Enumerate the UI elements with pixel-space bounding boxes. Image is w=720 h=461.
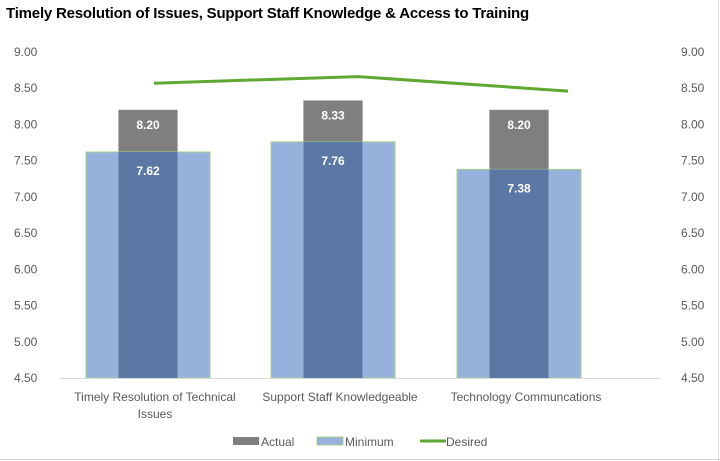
legend-desired-label: Desired (446, 435, 487, 449)
secondary-y-tick-label: 7.00 (681, 190, 705, 204)
y-tick-label: 5.50 (14, 299, 38, 313)
secondary-y-tick-label: 8.00 (681, 117, 705, 131)
desired-line-series (153, 75, 569, 93)
desired-line (153, 75, 569, 93)
overlap-region (118, 151, 178, 378)
bar-series: 8.20 7.62 8.33 7.76 8.20 7.38 (85, 100, 582, 379)
secondary-y-tick-label: 5.00 (681, 335, 705, 349)
legend-minimum-swatch (316, 436, 344, 446)
chart-frame-bottom (0, 459, 720, 460)
y-tick-label: 7.00 (14, 190, 38, 204)
category-label: Timely Resolution of Technical (74, 390, 235, 404)
chart-frame-right (718, 0, 719, 461)
secondary-y-tick-label: 7.50 (681, 154, 705, 168)
minimum-data-label: 7.62 (136, 164, 160, 178)
secondary-y-tick-label: 9.00 (681, 45, 705, 59)
overlap-region (489, 169, 549, 378)
legend: Actual Minimum Desired (233, 435, 487, 449)
secondary-y-tick-label: 5.50 (681, 299, 705, 313)
y-tick-label: 8.00 (14, 117, 38, 131)
actual-data-label: 8.20 (507, 118, 531, 132)
overlap-region (303, 141, 363, 378)
chart-title: Timely Resolution of Issues, Support Sta… (6, 5, 529, 22)
y-tick-label: 5.00 (14, 335, 38, 349)
secondary-y-tick-label: 6.50 (681, 226, 705, 240)
secondary-y-tick-label: 6.00 (681, 262, 705, 276)
y-tick-label: 8.50 (14, 81, 38, 95)
category-label: Issues (138, 407, 173, 421)
right-y-axis: 9.00 8.50 8.00 7.50 7.00 6.50 6.00 5.50 5.00 4.50 (681, 45, 705, 385)
category-labels: Timely Resolution of Technical Issues Supp… (74, 390, 601, 421)
legend-actual-label: Actual (261, 435, 294, 449)
legend-actual-swatch (233, 437, 259, 445)
minimum-data-label: 7.38 (507, 181, 531, 195)
secondary-y-tick-label: 8.50 (681, 81, 705, 95)
y-tick-label: 6.00 (14, 262, 38, 276)
secondary-y-tick-label: 4.50 (681, 371, 705, 385)
y-tick-label: 9.00 (14, 45, 38, 59)
category-label: Support Staff Knowledgeable (262, 390, 418, 404)
minimum-data-label: 7.76 (321, 154, 345, 168)
actual-data-label: 8.20 (136, 118, 160, 132)
left-y-axis: 9.00 8.50 8.00 7.50 7.00 6.50 6.00 5.50 5.00 4.50 (14, 45, 38, 385)
y-tick-label: 6.50 (14, 226, 38, 240)
actual-data-label: 8.33 (321, 109, 345, 123)
category-label: Technology Communcations (451, 390, 602, 404)
y-tick-label: 7.50 (14, 154, 38, 168)
legend-minimum-label: Minimum (345, 435, 394, 449)
y-tick-label: 4.50 (14, 371, 38, 385)
